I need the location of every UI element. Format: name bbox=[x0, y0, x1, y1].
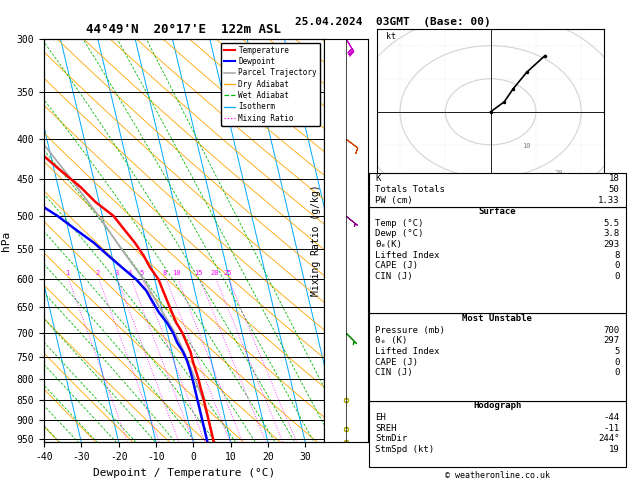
Text: Surface: Surface bbox=[479, 207, 516, 216]
Text: CIN (J): CIN (J) bbox=[375, 368, 413, 378]
Text: K: K bbox=[375, 174, 381, 184]
Text: -11: -11 bbox=[603, 424, 620, 433]
Text: 18: 18 bbox=[609, 174, 620, 184]
Text: 1.33: 1.33 bbox=[598, 196, 620, 205]
Text: 15: 15 bbox=[194, 270, 203, 277]
Text: Lifted Index: Lifted Index bbox=[375, 251, 440, 260]
Text: 0: 0 bbox=[614, 358, 620, 367]
Y-axis label: hPa: hPa bbox=[1, 230, 11, 251]
Text: θₑ(K): θₑ(K) bbox=[375, 240, 402, 249]
Text: 20: 20 bbox=[554, 170, 562, 175]
Text: LCL: LCL bbox=[330, 431, 345, 439]
Text: kt: kt bbox=[386, 32, 396, 41]
Y-axis label: Mixing Ratio (g/kg): Mixing Ratio (g/kg) bbox=[311, 185, 321, 296]
Text: CAPE (J): CAPE (J) bbox=[375, 261, 418, 271]
Text: 297: 297 bbox=[603, 336, 620, 346]
Title: 44°49'N  20°17'E  122m ASL: 44°49'N 20°17'E 122m ASL bbox=[86, 23, 282, 36]
Text: Most Unstable: Most Unstable bbox=[462, 314, 532, 323]
Text: 3.8: 3.8 bbox=[603, 229, 620, 239]
Text: EH: EH bbox=[375, 413, 386, 422]
Text: 0: 0 bbox=[614, 261, 620, 271]
Text: 3: 3 bbox=[114, 270, 119, 277]
Text: 4: 4 bbox=[128, 270, 132, 277]
Text: Pressure (mb): Pressure (mb) bbox=[375, 326, 445, 335]
Text: Totals Totals: Totals Totals bbox=[375, 185, 445, 194]
Text: -44: -44 bbox=[603, 413, 620, 422]
Text: Dewp (°C): Dewp (°C) bbox=[375, 229, 423, 239]
Text: 50: 50 bbox=[609, 185, 620, 194]
Text: 700: 700 bbox=[603, 326, 620, 335]
Y-axis label: km
ASL: km ASL bbox=[342, 232, 363, 249]
Text: 0: 0 bbox=[614, 368, 620, 378]
Text: 0: 0 bbox=[614, 272, 620, 281]
Legend: Temperature, Dewpoint, Parcel Trajectory, Dry Adiabat, Wet Adiabat, Isotherm, Mi: Temperature, Dewpoint, Parcel Trajectory… bbox=[221, 43, 320, 125]
Text: 8: 8 bbox=[614, 251, 620, 260]
Text: PW (cm): PW (cm) bbox=[375, 196, 413, 205]
Text: θₑ (K): θₑ (K) bbox=[375, 336, 407, 346]
Text: 5: 5 bbox=[139, 270, 143, 277]
Text: CAPE (J): CAPE (J) bbox=[375, 358, 418, 367]
Text: 293: 293 bbox=[603, 240, 620, 249]
Text: SREH: SREH bbox=[375, 424, 396, 433]
Text: 10: 10 bbox=[172, 270, 181, 277]
Text: Lifted Index: Lifted Index bbox=[375, 347, 440, 356]
Text: StmDir: StmDir bbox=[375, 434, 407, 444]
Text: 2: 2 bbox=[96, 270, 100, 277]
Text: 244°: 244° bbox=[598, 434, 620, 444]
Text: 19: 19 bbox=[609, 445, 620, 454]
Text: StmSpd (kt): StmSpd (kt) bbox=[375, 445, 434, 454]
X-axis label: Dewpoint / Temperature (°C): Dewpoint / Temperature (°C) bbox=[93, 468, 275, 478]
Text: © weatheronline.co.uk: © weatheronline.co.uk bbox=[445, 471, 550, 480]
Text: 8: 8 bbox=[163, 270, 167, 277]
Text: 5.5: 5.5 bbox=[603, 219, 620, 228]
Text: 25: 25 bbox=[223, 270, 232, 277]
Text: Temp (°C): Temp (°C) bbox=[375, 219, 423, 228]
Text: CIN (J): CIN (J) bbox=[375, 272, 413, 281]
Text: 20: 20 bbox=[211, 270, 219, 277]
Text: 25.04.2024  03GMT  (Base: 00): 25.04.2024 03GMT (Base: 00) bbox=[295, 17, 491, 27]
Text: 10: 10 bbox=[522, 143, 531, 149]
Text: 1: 1 bbox=[65, 270, 70, 277]
Text: Hodograph: Hodograph bbox=[473, 401, 521, 411]
Text: 5: 5 bbox=[614, 347, 620, 356]
